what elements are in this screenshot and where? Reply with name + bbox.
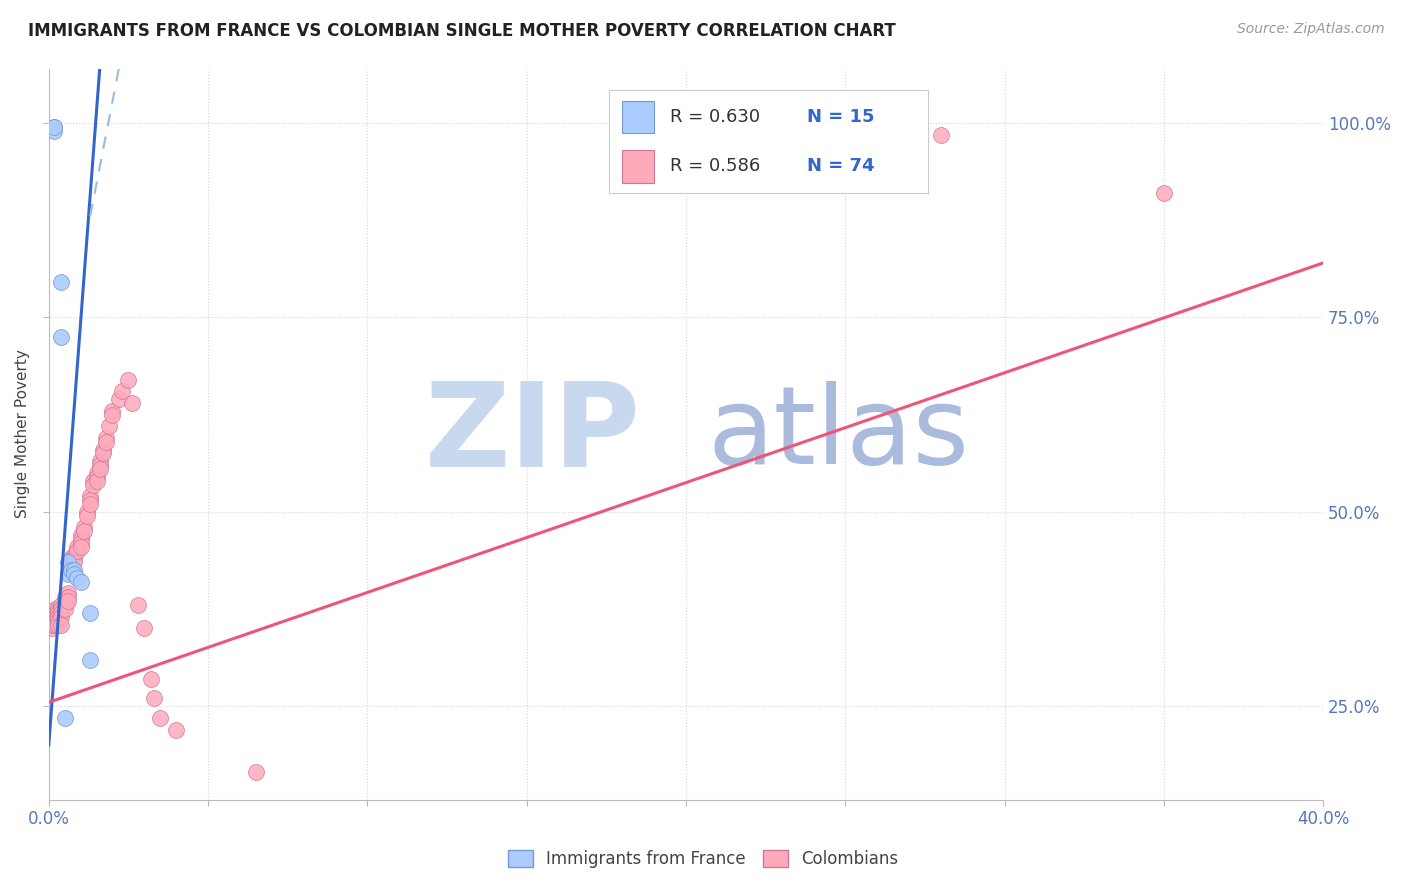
Point: [44, 606, 66, 620]
Point: [44, 602, 66, 616]
Point: [127, 598, 149, 612]
Point: [91, 446, 114, 460]
Point: [79, 606, 101, 620]
Point: [94, 434, 117, 449]
Point: [51, 598, 73, 612]
Y-axis label: Single Mother Poverty: Single Mother Poverty: [15, 350, 30, 518]
Point: [46, 609, 69, 624]
Point: [111, 384, 134, 399]
Point: [165, 723, 187, 737]
Point: [79, 493, 101, 508]
Legend: Immigrants from France, Colombians: Immigrants from France, Colombians: [502, 843, 904, 875]
Point: [86, 466, 108, 480]
Point: [69, 528, 91, 542]
Point: [82, 477, 104, 491]
Text: Source: ZipAtlas.com: Source: ZipAtlas.com: [1237, 22, 1385, 37]
Point: [41, 622, 63, 636]
Point: [86, 474, 108, 488]
Point: [91, 442, 114, 457]
Point: [56, 591, 79, 605]
Point: [245, 765, 267, 780]
Point: [56, 555, 79, 569]
Text: IMMIGRANTS FROM FRANCE VS COLOMBIAN SINGLE MOTHER POVERTY CORRELATION CHART: IMMIGRANTS FROM FRANCE VS COLOMBIAN SING…: [28, 22, 896, 40]
Point: [121, 396, 143, 410]
Point: [46, 617, 69, 632]
Point: [69, 532, 91, 546]
Point: [66, 543, 89, 558]
Point: [76, 505, 98, 519]
Point: [44, 120, 66, 134]
Point: [44, 124, 66, 138]
Point: [98, 419, 121, 434]
Point: [69, 540, 91, 554]
Point: [1153, 186, 1175, 200]
Point: [60, 555, 83, 569]
Point: [79, 489, 101, 503]
Point: [41, 617, 63, 632]
Point: [69, 574, 91, 589]
Point: [117, 373, 139, 387]
Point: [60, 563, 83, 577]
Point: [66, 540, 89, 554]
Point: [44, 617, 66, 632]
Point: [108, 392, 131, 406]
Point: [60, 563, 83, 577]
Point: [89, 462, 111, 476]
Point: [60, 559, 83, 574]
Point: [41, 606, 63, 620]
Point: [73, 520, 96, 534]
Point: [60, 551, 83, 566]
Point: [53, 602, 76, 616]
Point: [56, 586, 79, 600]
Point: [69, 536, 91, 550]
Point: [139, 672, 162, 686]
Point: [79, 497, 101, 511]
Point: [134, 622, 156, 636]
Point: [46, 606, 69, 620]
Point: [101, 408, 124, 422]
Point: [82, 474, 104, 488]
Point: [89, 458, 111, 472]
Point: [73, 524, 96, 539]
Point: [53, 711, 76, 725]
Point: [76, 508, 98, 523]
Point: [46, 614, 69, 628]
Point: [63, 555, 86, 569]
Point: [86, 470, 108, 484]
Point: [101, 403, 124, 417]
Point: [56, 594, 79, 608]
Point: [79, 652, 101, 666]
Point: [142, 691, 165, 706]
Point: [42, 120, 65, 134]
Point: [929, 128, 952, 142]
Point: [41, 614, 63, 628]
Point: [66, 571, 89, 585]
Point: [51, 276, 73, 290]
Point: [149, 711, 172, 725]
Point: [63, 563, 86, 577]
Point: [51, 606, 73, 620]
Point: [53, 598, 76, 612]
Point: [94, 431, 117, 445]
Point: [44, 609, 66, 624]
Point: [46, 602, 69, 616]
Text: atlas: atlas: [707, 381, 970, 487]
Point: [53, 591, 76, 605]
Point: [51, 330, 73, 344]
Point: [63, 551, 86, 566]
Point: [56, 566, 79, 581]
Point: [44, 614, 66, 628]
Point: [53, 594, 76, 608]
Point: [63, 566, 86, 581]
Point: [51, 602, 73, 616]
Point: [89, 454, 111, 468]
Point: [63, 548, 86, 562]
Point: [51, 609, 73, 624]
Text: ZIP: ZIP: [425, 376, 641, 491]
Point: [51, 617, 73, 632]
